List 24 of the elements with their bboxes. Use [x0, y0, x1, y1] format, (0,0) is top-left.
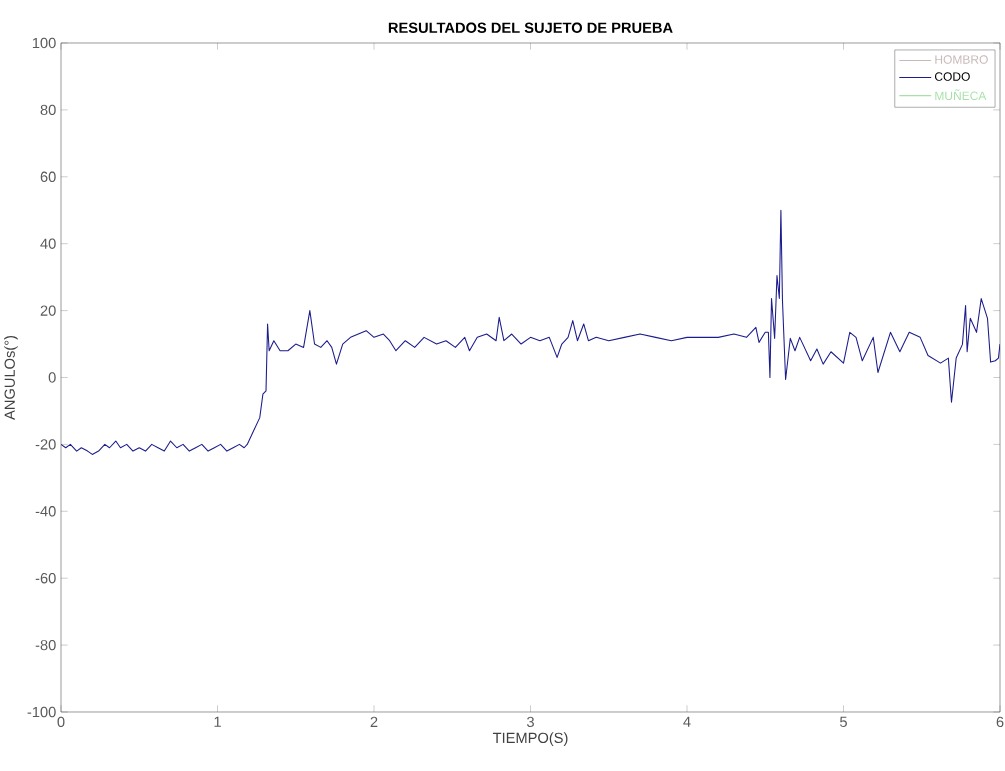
x-tick-label: 5 [840, 716, 847, 727]
y-axis-title: ANGULOs(°) [4, 335, 18, 420]
y-tick-label: -100 [27, 706, 56, 718]
y-tick-label: 60 [40, 171, 56, 182]
y-tick-label: -60 [35, 573, 56, 584]
y-tick-label: -80 [35, 639, 56, 651]
y-tick-label: 100 [32, 37, 56, 49]
y-tick-label: 20 [40, 305, 56, 316]
y-tick-label: 0 [48, 372, 56, 383]
y-tick-label: -40 [35, 506, 56, 517]
x-tick-label: 0 [57, 716, 65, 728]
legend-label: HOMBRO [935, 55, 988, 64]
chart-title: RESULTADOS DEL SUJETO DE PRUEBA [388, 22, 673, 33]
y-tick-label: 80 [40, 104, 56, 116]
x-tick-label: 6 [996, 716, 1004, 728]
x-tick-label: 4 [683, 716, 691, 727]
legend-label: MUÑECA [935, 89, 987, 101]
x-tick-label: 1 [214, 716, 221, 727]
y-tick-label: 40 [40, 238, 56, 249]
y-tick-label: -20 [35, 439, 56, 450]
legend-label: CODO [934, 72, 970, 81]
x-tick-label: 3 [526, 716, 534, 728]
x-axis-title: TIEMPO(S) [492, 732, 568, 746]
x-tick-label: 2 [370, 716, 378, 727]
